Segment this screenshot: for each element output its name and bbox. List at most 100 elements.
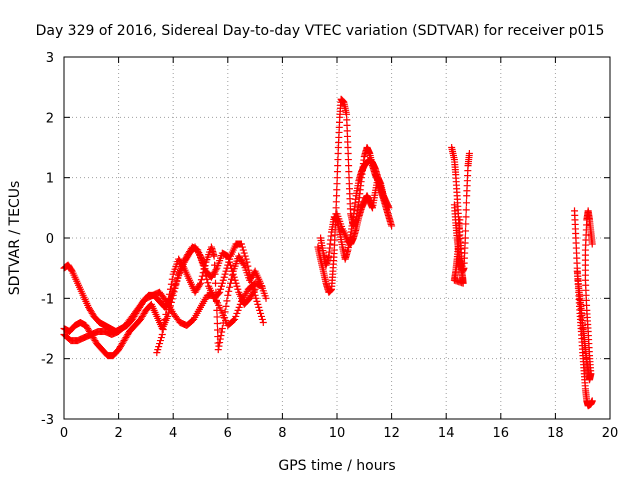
data-point xyxy=(334,156,342,164)
data-point xyxy=(250,287,258,295)
data-point xyxy=(332,198,340,206)
data-point xyxy=(155,343,163,351)
data-point xyxy=(231,276,239,284)
data-point xyxy=(345,162,353,170)
data-point xyxy=(221,308,229,316)
series-seg-g xyxy=(333,174,390,248)
data-point xyxy=(170,288,178,296)
data-point xyxy=(213,313,221,321)
data-point xyxy=(212,279,220,287)
data-point xyxy=(216,339,224,347)
data-point xyxy=(462,199,470,207)
data-point xyxy=(588,397,596,405)
x-tick-label: 20 xyxy=(602,426,619,441)
data-point xyxy=(333,180,341,188)
data-point xyxy=(262,294,270,302)
data-point xyxy=(345,168,353,176)
y-tick-label: -3 xyxy=(41,413,54,428)
data-point xyxy=(258,315,266,323)
data-point xyxy=(219,319,227,327)
data-point xyxy=(333,174,341,182)
data-point xyxy=(257,309,265,317)
data-point xyxy=(218,328,226,336)
x-tick-label: 14 xyxy=(438,426,455,441)
data-point xyxy=(227,261,235,269)
data-point xyxy=(229,316,237,324)
data-point xyxy=(237,240,245,248)
data-point xyxy=(158,331,166,339)
data-layer xyxy=(60,95,596,410)
data-point xyxy=(252,294,260,302)
data-point xyxy=(197,279,204,287)
data-point xyxy=(222,267,230,275)
x-tick-label: 0 xyxy=(60,426,68,441)
data-point xyxy=(166,290,174,298)
data-point xyxy=(171,284,179,292)
data-point xyxy=(216,335,224,343)
data-point xyxy=(224,291,232,299)
data-point xyxy=(227,279,235,287)
data-point xyxy=(226,283,234,291)
data-point xyxy=(334,150,342,158)
data-point xyxy=(219,276,227,284)
data-point xyxy=(211,261,219,269)
grid-layer xyxy=(64,57,610,419)
data-point xyxy=(251,285,259,293)
series-seg-f xyxy=(317,156,393,269)
data-point xyxy=(68,266,76,274)
data-point xyxy=(213,319,221,327)
data-point xyxy=(166,285,174,293)
data-point xyxy=(162,310,170,318)
data-point xyxy=(200,265,208,273)
y-tick-label: 1 xyxy=(46,172,54,187)
data-point xyxy=(344,150,352,158)
data-point xyxy=(168,275,176,283)
data-point xyxy=(241,252,249,260)
data-point xyxy=(231,315,239,323)
data-point xyxy=(214,326,222,334)
tick-layer xyxy=(63,56,611,420)
y-axis-label: SDTVAR / TECUs xyxy=(7,181,23,296)
data-point xyxy=(259,318,267,326)
series-seg-h xyxy=(448,144,473,275)
data-point xyxy=(344,156,352,164)
data-point xyxy=(588,240,596,248)
data-point xyxy=(165,295,173,303)
data-point xyxy=(239,246,247,254)
x-tick-label: 2 xyxy=(114,426,122,441)
data-point xyxy=(179,263,187,271)
data-point xyxy=(462,213,470,221)
data-point xyxy=(197,276,205,284)
data-point xyxy=(204,279,212,287)
data-point xyxy=(218,325,226,332)
data-point xyxy=(226,258,234,266)
data-point xyxy=(198,272,206,280)
x-tick-label: 4 xyxy=(169,426,177,441)
series-seg-d xyxy=(153,243,270,357)
data-point xyxy=(233,282,241,290)
data-point xyxy=(253,297,261,305)
data-point xyxy=(462,227,470,235)
data-point xyxy=(174,274,182,282)
y-tick-label: -1 xyxy=(41,292,54,307)
data-point xyxy=(221,270,229,278)
data-point xyxy=(228,271,236,279)
data-point xyxy=(220,313,228,321)
x-tick-label: 18 xyxy=(547,426,564,441)
data-point xyxy=(210,252,218,260)
series-seg-k xyxy=(573,207,596,384)
x-tick-label: 8 xyxy=(278,426,286,441)
data-point xyxy=(223,297,231,305)
data-point xyxy=(332,204,340,212)
data-point xyxy=(217,282,225,290)
data-point xyxy=(388,222,396,230)
data-point xyxy=(235,303,243,311)
data-point xyxy=(225,287,233,295)
data-point xyxy=(211,270,219,278)
data-point xyxy=(196,251,204,259)
data-point xyxy=(234,285,242,293)
y-tick-label: 0 xyxy=(46,232,54,247)
data-point xyxy=(164,300,172,308)
